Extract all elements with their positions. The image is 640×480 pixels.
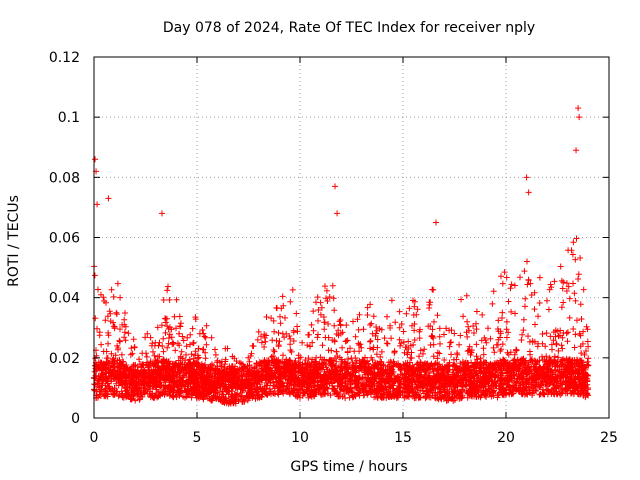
y-tick-label: 0.1 [58,110,80,126]
scatter-point [525,189,532,196]
y-axis-title: ROTI / TECUs [6,195,22,287]
scatter-point [573,147,580,154]
y-tick-label: 0 [71,411,80,427]
y-tick-label: 0.08 [49,170,80,186]
data-points [91,105,592,407]
x-tick-label: 0 [90,430,99,446]
scatter-point [332,183,339,190]
x-tick-label: 15 [394,430,412,446]
x-tick-label: 25 [600,430,618,446]
scatter-point [576,114,583,121]
y-tick-label: 0.06 [49,231,80,247]
chart-title: Day 078 of 2024, Rate Of TEC Index for r… [163,20,535,36]
y-tick-label: 0.04 [49,291,80,307]
y-tick-label: 0.12 [49,50,80,66]
scatter-point [575,105,582,112]
scatter-point [158,210,165,217]
x-axis-title: GPS time / hours [290,459,407,475]
scatter-point [334,210,341,217]
scatter-point [92,156,99,163]
x-tick-label: 5 [193,430,202,446]
x-tick-label: 20 [497,430,515,446]
scatter-point [432,219,439,226]
scatter-point [94,201,101,208]
axis-ticks: 0 5 10 15 20 25 0 0.02 0.04 0.06 0.08 0.1 0.12 [49,50,618,446]
scatter-cloud [91,235,592,407]
scatter-point [105,195,112,202]
x-tick-label: 10 [291,430,309,446]
scatter-point [523,174,530,181]
y-tick-label: 0.02 [49,351,80,367]
